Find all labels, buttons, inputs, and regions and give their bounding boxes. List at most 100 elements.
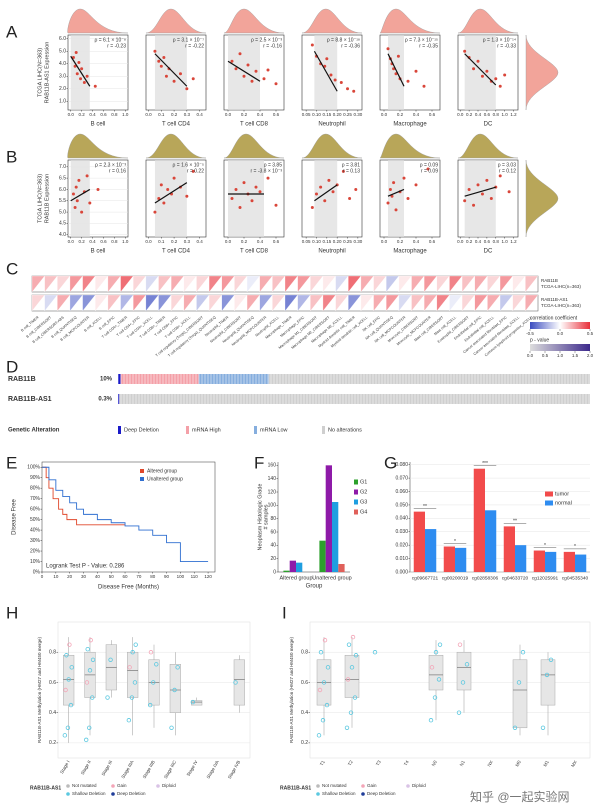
point — [62, 733, 68, 738]
bar — [443, 546, 455, 572]
color-scale — [530, 322, 590, 329]
x-tick-label: 0.6 — [484, 239, 491, 244]
point — [520, 650, 526, 655]
point — [426, 167, 430, 171]
y-tick-label: 6.0 — [59, 187, 66, 193]
point — [74, 51, 78, 54]
stat-label: r = -0.16 — [263, 43, 282, 49]
heatmap-cell — [411, 294, 425, 312]
x-tick-label: 0.0 — [145, 112, 152, 117]
x-tick-label: 0.0 — [145, 239, 152, 244]
significance-label: * — [544, 543, 546, 549]
point — [254, 69, 258, 73]
point — [132, 680, 138, 685]
heatmap-cell — [145, 275, 159, 293]
point — [406, 79, 410, 83]
point — [242, 181, 246, 185]
x-tick-label: 0.6 — [100, 239, 107, 244]
row-label: RAB11B-AS1 — [541, 297, 568, 302]
y-tick-label: 2.0 — [59, 86, 66, 92]
point — [516, 680, 522, 685]
legend-label: tumor — [555, 491, 569, 497]
x-tick-label: 1.0 — [122, 239, 129, 244]
y-axis-label: Neoplasm Histologic Grade — [257, 484, 263, 551]
heatmap-cell — [449, 294, 463, 312]
y-tick-label: 0.4 — [49, 710, 56, 716]
x-tick-label: 30 — [81, 574, 87, 579]
point — [68, 702, 74, 708]
point — [346, 642, 352, 647]
legend-label: G2 — [360, 489, 367, 495]
x-axis-label: Group — [306, 584, 323, 590]
point — [266, 68, 270, 72]
y-tick-label: 1.0 — [59, 99, 66, 105]
x-tick-label: 0.0 — [381, 239, 388, 244]
x-axis-label: Disease Free (Months) — [98, 585, 159, 591]
heatmap-cell — [284, 294, 298, 312]
y-tick-label: 160 — [268, 463, 277, 469]
point — [77, 178, 81, 182]
x-tick-label: cg04535340 — [562, 575, 589, 581]
point — [169, 725, 174, 730]
confidence-band — [464, 160, 496, 237]
legend-label: Not mutated — [72, 783, 97, 788]
point — [464, 662, 470, 667]
y-tick-label: 0.040 — [395, 516, 408, 522]
row-cohort: TCGA-LIHC(n=363) — [541, 303, 581, 308]
y-tick-label: 0% — [33, 569, 41, 575]
heatmap-cell — [487, 275, 501, 293]
point — [82, 81, 86, 84]
point — [133, 642, 138, 647]
heatmap-cell — [221, 294, 235, 312]
heatmap-cell — [196, 294, 210, 312]
heatmap-cell — [310, 275, 324, 293]
heatmap-cell — [69, 294, 83, 312]
point — [85, 647, 90, 652]
point — [77, 61, 81, 64]
bar — [289, 560, 296, 572]
x-tick-label: cg12025991 — [532, 575, 559, 581]
point — [74, 185, 78, 189]
point — [494, 77, 498, 81]
legend-marker — [66, 792, 70, 796]
stat-label: r = 0.13 — [343, 168, 360, 174]
point — [321, 680, 327, 685]
x-tick-label: 110 — [191, 574, 199, 579]
heatmap-cell — [373, 294, 387, 312]
y-axis-label: RAB11B-AS1 Methylation (HM27 and HM450 m… — [289, 637, 294, 743]
x-tick-label: 0.05 — [302, 239, 311, 244]
y-tick-label: 4.5 — [59, 221, 66, 227]
point — [317, 687, 323, 693]
x-tick-label: 0.10 — [312, 239, 321, 244]
y-tick-label: 5.0 — [59, 49, 66, 55]
point — [512, 725, 518, 730]
point — [392, 181, 396, 185]
point — [422, 84, 426, 88]
legend-label: Diploid — [412, 783, 426, 788]
x-tick-label: 0.2 — [79, 112, 86, 117]
point — [66, 677, 71, 682]
point — [353, 653, 359, 658]
box — [63, 654, 75, 706]
point — [73, 64, 77, 68]
panel-label: G — [384, 453, 397, 472]
heatmap-cell — [525, 275, 539, 293]
legend-tick-label: 1.0 — [557, 353, 564, 358]
stat-label: ρ = 7.3 × 10⁻¹⁵ — [405, 37, 438, 43]
legend-swatch — [140, 469, 144, 473]
legend-label: G3 — [360, 499, 367, 505]
y-axis-label: TCGA LIHC(N=363) — [37, 48, 43, 97]
y-tick-label: 40 — [270, 543, 276, 549]
y-tick-label: 0.060 — [395, 489, 408, 495]
point — [324, 702, 330, 708]
legend-swatch — [354, 509, 358, 515]
point — [69, 665, 74, 670]
point — [73, 206, 77, 210]
point — [507, 190, 511, 194]
heatmap-cell — [107, 294, 121, 312]
y-tick-label: 6.0 — [59, 36, 66, 42]
x-tick-label: T4 — [403, 759, 410, 766]
x-tick-label: 0.6 — [273, 112, 280, 117]
heatmap-cell — [208, 275, 223, 293]
